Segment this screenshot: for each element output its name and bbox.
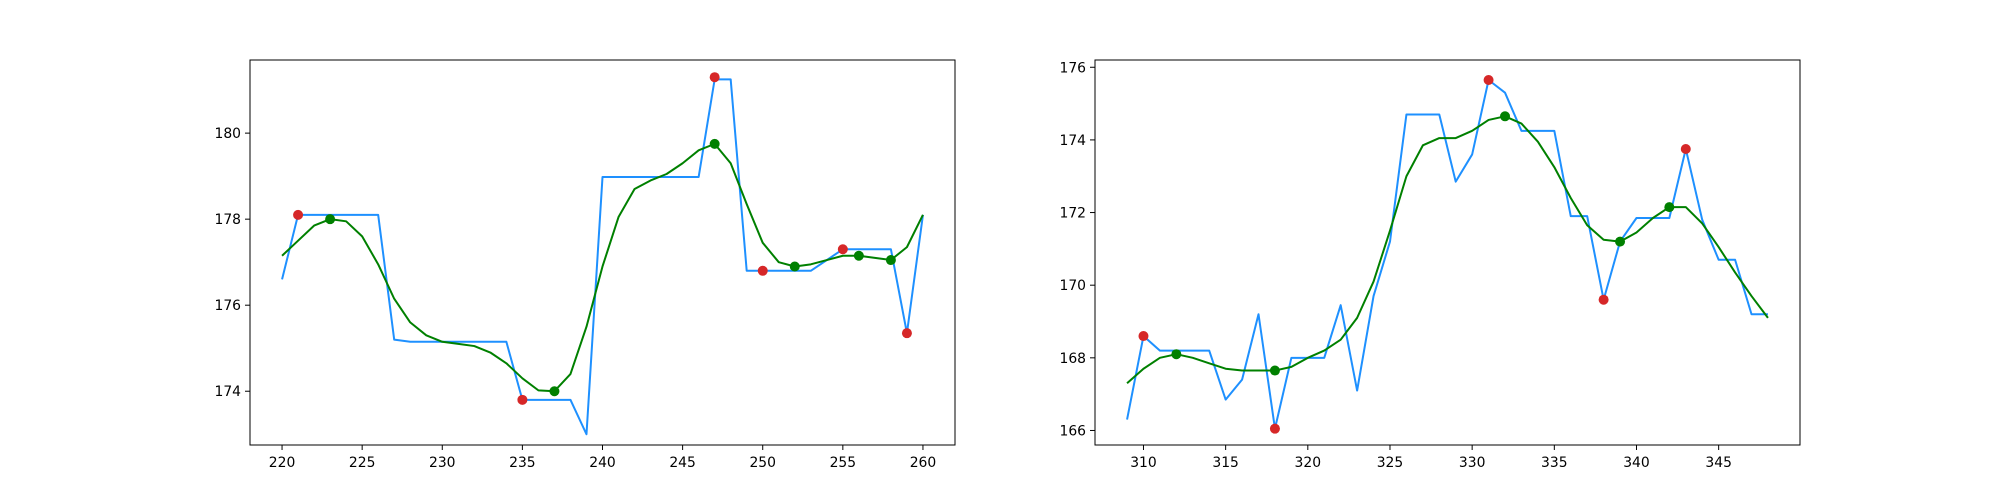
y-tick-label: 176 (214, 298, 241, 314)
scatter-point (1664, 202, 1675, 213)
x-tick-label: 340 (1623, 455, 1650, 471)
left-chart: 220 225 230 235 240 245 250 255 260 174 176 178 180 (214, 59, 956, 471)
scatter-point (1138, 331, 1149, 342)
y-tick-label: 172 (1059, 206, 1086, 222)
x-tick-label: 245 (669, 455, 696, 471)
scatter-point (1500, 111, 1511, 122)
series-line-0 (281, 78, 924, 436)
scatter-point (1615, 236, 1626, 247)
scatter-point (837, 244, 848, 255)
y-tick-label: 178 (214, 212, 241, 228)
x-tick-label: 255 (830, 455, 857, 471)
x-tick-label: 310 (1130, 455, 1157, 471)
scatter-point (325, 214, 336, 225)
x-tick-label: 315 (1212, 455, 1239, 471)
scatter-point (757, 265, 768, 276)
plot-area (1126, 74, 1769, 434)
scatter-point (709, 72, 720, 83)
scatter-point (1269, 365, 1280, 376)
right-chart: 310 315 320 325 330 335 340 345 166 168 170 172 174 1… (1059, 59, 1801, 471)
x-tick-label: 220 (269, 455, 296, 471)
x-tick-label: 320 (1295, 455, 1322, 471)
scatter-point (1269, 423, 1280, 434)
x-tick-label: 250 (749, 455, 776, 471)
axes-frame (1094, 59, 1801, 446)
scatter-point (885, 255, 896, 266)
x-tick-label: 335 (1541, 455, 1568, 471)
y-tick-label: 174 (214, 384, 241, 400)
x-tick-label: 330 (1459, 455, 1486, 471)
plot-area (281, 72, 924, 436)
series-line-1 (1126, 115, 1769, 384)
scatter-point (1171, 349, 1182, 360)
x-tick-label: 325 (1377, 455, 1404, 471)
series-line-0 (1126, 78, 1768, 430)
series-line-1 (281, 142, 924, 393)
scatter-point (901, 328, 912, 339)
y-tick-label: 166 (1059, 423, 1086, 439)
scatter-point (293, 209, 304, 220)
y-tick-label: 176 (1059, 60, 1086, 76)
scatter-point (549, 386, 560, 397)
scatter-point (517, 394, 528, 405)
y-tick-label: 174 (1059, 133, 1086, 149)
y-tick-label: 170 (1059, 278, 1086, 294)
scatter-point (709, 138, 720, 149)
scatter-point (853, 250, 864, 261)
y-tick-label: 168 (1059, 351, 1086, 367)
x-tick-label: 240 (589, 455, 616, 471)
scatter-point (1680, 143, 1691, 154)
x-tick-label: 260 (910, 455, 937, 471)
x-tick-label: 235 (509, 455, 536, 471)
scatter-point (789, 261, 800, 272)
y-tick-label: 180 (214, 126, 241, 142)
x-tick-label: 230 (429, 455, 456, 471)
scatter-point (1598, 294, 1609, 305)
scatter-point (1483, 74, 1494, 85)
x-tick-label: 345 (1705, 455, 1732, 471)
x-tick-label: 225 (349, 455, 376, 471)
